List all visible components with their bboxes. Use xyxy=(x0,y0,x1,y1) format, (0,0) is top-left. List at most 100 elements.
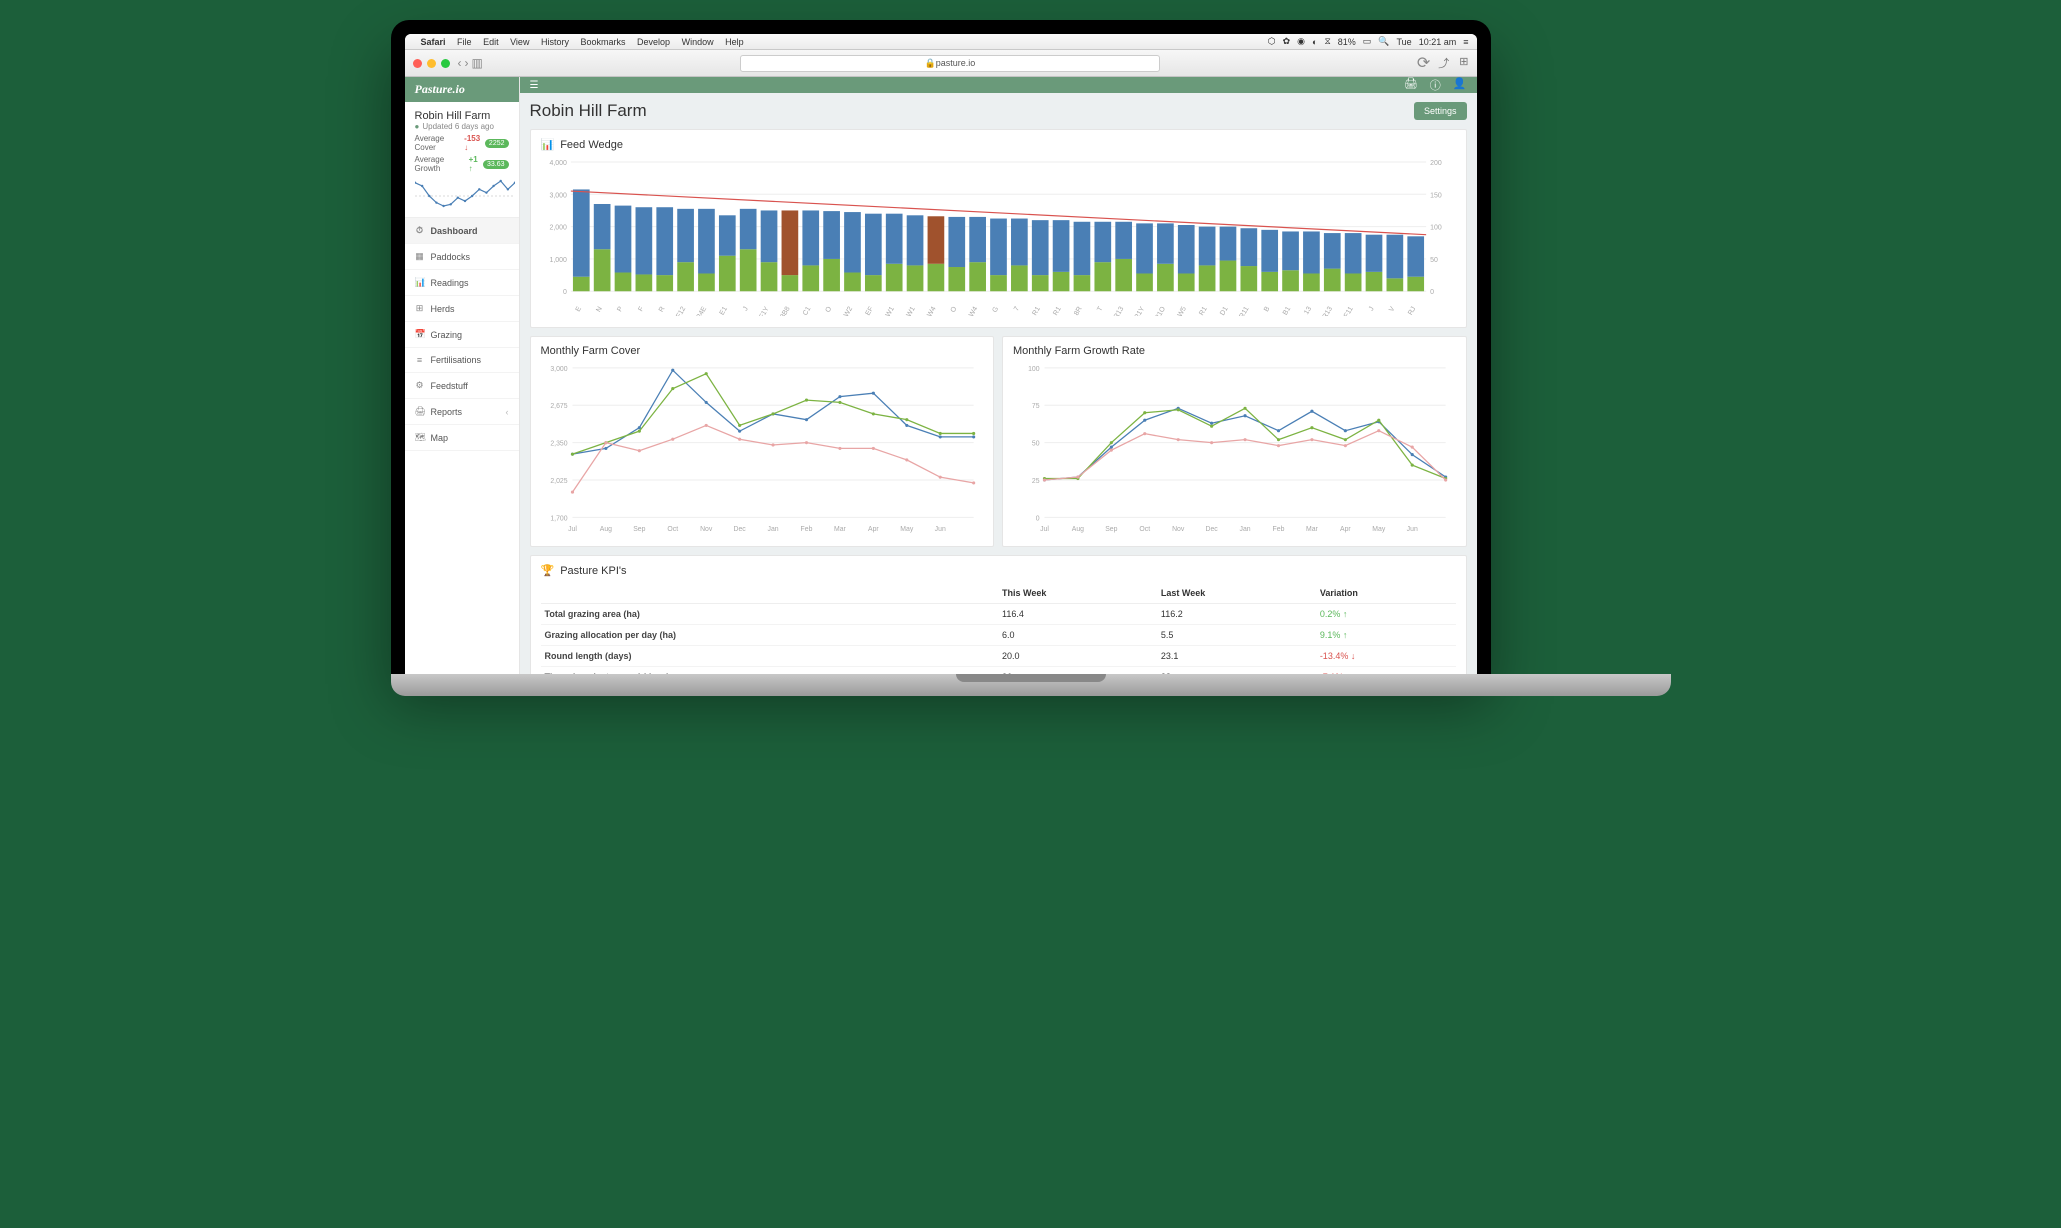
menu-item[interactable]: Develop xyxy=(637,37,670,47)
svg-text:Apr: Apr xyxy=(868,526,879,533)
menu-item[interactable]: File xyxy=(457,37,472,47)
fertilisations-icon: ≡ xyxy=(415,355,425,365)
svg-text:W2: W2 xyxy=(842,306,853,317)
monthly-growth-panel: Monthly Farm Growth Rate 0 25 50 75 100J… xyxy=(1002,336,1467,547)
sidebar-farm-name: Robin Hill Farm xyxy=(415,110,509,122)
dropbox-icon[interactable]: ⬡ xyxy=(1268,36,1276,47)
sidebar-nav: ⏱ Dashboard ▦ Paddocks 📊 Readings ⊞ Herd… xyxy=(405,218,519,451)
clock-day: Tue xyxy=(1397,37,1412,47)
battery-icon[interactable]: ▭ xyxy=(1363,36,1372,47)
kpi-panel: 🏆Pasture KPI's This WeekLast WeekVariati… xyxy=(530,555,1467,674)
svg-text:7: 7 xyxy=(1013,306,1021,313)
sidebar-item-readings[interactable]: 📊 Readings xyxy=(405,270,519,296)
svg-text:O: O xyxy=(824,305,833,314)
hamburger-icon[interactable]: ☰ xyxy=(530,80,539,91)
svg-text:Aug: Aug xyxy=(599,526,611,533)
svg-text:Mar: Mar xyxy=(834,526,847,533)
sidebar-item-paddocks[interactable]: ▦ Paddocks xyxy=(405,244,519,270)
svg-text:8R: 8R xyxy=(1073,306,1084,316)
menu-item[interactable]: Edit xyxy=(483,37,499,47)
print-icon[interactable]: 🖨 xyxy=(1404,77,1418,93)
svg-text:Oct: Oct xyxy=(667,526,678,533)
svg-text:2,675: 2,675 xyxy=(550,403,567,410)
svg-text:Feb: Feb xyxy=(800,526,812,533)
user-icon[interactable]: 👤 xyxy=(1453,77,1467,93)
status-icon[interactable]: ✿ xyxy=(1283,36,1291,47)
svg-text:2,350: 2,350 xyxy=(550,441,567,448)
notification-icon[interactable]: ≡ xyxy=(1463,37,1468,47)
svg-text:J: J xyxy=(742,306,750,313)
forward-icon[interactable]: › xyxy=(465,56,469,70)
svg-text:1,700: 1,700 xyxy=(550,515,567,522)
info-icon[interactable]: ⓘ xyxy=(1430,77,1441,93)
sidebar-item-label: Map xyxy=(431,433,449,443)
svg-text:W1: W1 xyxy=(884,306,895,317)
sidebar-item-label: Paddocks xyxy=(431,252,471,262)
svg-text:O: O xyxy=(949,305,958,314)
svg-text:G: G xyxy=(991,306,1000,314)
sidebar-item-map[interactable]: 🗺 Map xyxy=(405,425,519,451)
share-icon[interactable]: ⤴ xyxy=(1438,55,1449,71)
svg-text:0: 0 xyxy=(1036,515,1040,522)
status-icon[interactable]: ◉ xyxy=(1297,36,1305,47)
menu-item[interactable]: Help xyxy=(725,37,744,47)
menubar-app[interactable]: Safari xyxy=(421,37,446,47)
svg-text:R11: R11 xyxy=(1238,306,1250,317)
svg-text:50: 50 xyxy=(1032,441,1040,448)
menubar-menu[interactable]: Safari File Edit View History Bookmarks … xyxy=(421,37,753,47)
grazing-icon: 📅 xyxy=(415,329,425,340)
svg-text:200: 200 xyxy=(1430,160,1442,167)
window-controls[interactable] xyxy=(413,59,450,68)
spotlight-icon[interactable]: 🔍 xyxy=(1378,36,1389,47)
map-icon: 🗺 xyxy=(415,432,425,443)
table-row: Total grazing area (ha)116.4116.2 0.2% ↑ xyxy=(541,604,1456,625)
table-row: Grazing allocation per day (ha)6.05.5 9.… xyxy=(541,625,1456,646)
settings-button[interactable]: Settings xyxy=(1414,102,1467,120)
menu-item[interactable]: Bookmarks xyxy=(581,37,626,47)
menu-item[interactable]: History xyxy=(541,37,569,47)
sidebar-icon[interactable]: ▥ xyxy=(472,56,483,70)
wifi-icon[interactable]: ⧖ xyxy=(1324,36,1330,47)
svg-text:100: 100 xyxy=(1028,366,1040,373)
svg-text:Dec: Dec xyxy=(1206,526,1219,533)
svg-text:50: 50 xyxy=(1430,257,1438,264)
tabs-icon[interactable]: ⊞ xyxy=(1459,55,1468,71)
nav-buttons[interactable]: ‹›▥ xyxy=(458,56,483,70)
url-bar[interactable]: 🔒 pasture.io xyxy=(740,55,1160,72)
sidebar: Pasture.io Robin Hill Farm Updated 6 day… xyxy=(405,77,520,674)
svg-text:0: 0 xyxy=(1430,289,1434,296)
panel-title: Monthly Farm Cover xyxy=(541,345,984,357)
menu-item[interactable]: View xyxy=(510,37,529,47)
svg-text:T: T xyxy=(1096,305,1105,313)
sidebar-item-feedstuff[interactable]: ⚙ Feedstuff xyxy=(405,373,519,399)
panel-title: Monthly Farm Growth Rate xyxy=(1013,345,1456,357)
svg-text:3,000: 3,000 xyxy=(550,366,567,373)
menu-item[interactable]: Window xyxy=(682,37,714,47)
feedstuff-icon: ⚙ xyxy=(415,380,425,391)
sidebar-item-label: Feedstuff xyxy=(431,381,468,391)
svg-text:B1: B1 xyxy=(1281,306,1291,317)
mac-menubar: Safari File Edit View History Bookmarks … xyxy=(405,34,1477,50)
svg-text:RJ: RJ xyxy=(1407,306,1417,316)
sidebar-item-dashboard[interactable]: ⏱ Dashboard xyxy=(405,218,519,244)
svg-text:N: N xyxy=(595,306,604,314)
svg-text:25: 25 xyxy=(1032,478,1040,485)
sidebar-updated: Updated 6 days ago xyxy=(415,122,509,131)
url-text: pasture.io xyxy=(936,58,976,68)
svg-text:May: May xyxy=(900,526,914,533)
svg-text:R13: R13 xyxy=(1321,306,1334,317)
svg-text:D1: D1 xyxy=(1219,306,1230,317)
safari-toolbar: ‹›▥ 🔒 pasture.io ⟳ ⤴ ⊞ xyxy=(405,50,1477,77)
svg-text:Sep: Sep xyxy=(633,526,645,533)
sidebar-item-fertilisations[interactable]: ≡ Fertilisations xyxy=(405,348,519,373)
svg-text:4,000: 4,000 xyxy=(549,160,567,167)
svg-text:Jan: Jan xyxy=(767,526,778,533)
sidebar-item-grazing[interactable]: 📅 Grazing xyxy=(405,322,519,348)
sidebar-item-reports[interactable]: 🖨 Reports ‹ xyxy=(405,399,519,425)
reload-icon[interactable]: ⟳ xyxy=(1417,53,1430,73)
status-icon[interactable]: ◐ xyxy=(1312,37,1317,47)
back-icon[interactable]: ‹ xyxy=(458,56,462,70)
sidebar-item-herds[interactable]: ⊞ Herds xyxy=(405,296,519,322)
svg-text:Nov: Nov xyxy=(700,526,713,533)
brand-logo[interactable]: Pasture.io xyxy=(405,77,519,102)
